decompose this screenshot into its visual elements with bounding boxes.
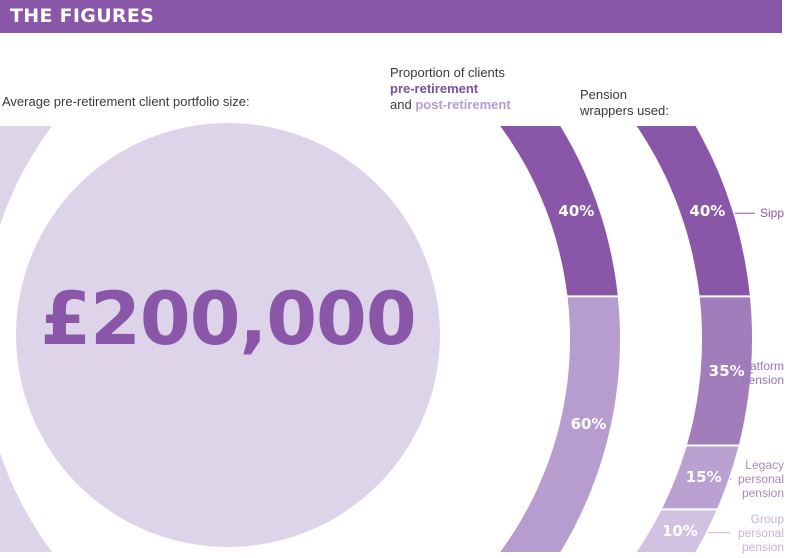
proportion-title-block: Proportion of clients pre-retirement and… bbox=[390, 65, 511, 113]
callout-label-line: pension bbox=[741, 539, 784, 554]
outer-crescent-decoration bbox=[0, 126, 52, 552]
proportion-segment-post-retirement bbox=[500, 297, 620, 552]
wrapper-callout-lines bbox=[708, 212, 755, 534]
portfolio-circle bbox=[16, 123, 440, 547]
wrapper-segment-sipp bbox=[636, 126, 750, 296]
page-title: THE FIGURES bbox=[10, 5, 155, 27]
wrappers-title-line1: Pension bbox=[580, 87, 627, 102]
wrappers-title-block: Pension wrappers used: bbox=[580, 87, 669, 119]
callout-label-line: Legacy bbox=[745, 458, 784, 473]
wrapper-pct-label-group-personal-pension: 10% bbox=[661, 521, 698, 540]
callout-label-line: personal bbox=[737, 472, 784, 487]
wrapper-pct-label-platform-pension: 35% bbox=[708, 361, 745, 380]
callout-label-line: pension bbox=[741, 372, 784, 387]
wrapper-pct-label-sipp: 40% bbox=[689, 202, 726, 221]
callout-label-line: Sipp bbox=[759, 206, 784, 221]
callout-label-line: Group bbox=[750, 511, 784, 526]
callout-label-group-personal-pension: Group personal pension bbox=[738, 512, 784, 554]
legend-and: and bbox=[390, 97, 412, 112]
callout-label-sipp: Sipp bbox=[760, 206, 784, 220]
wrapper-pct-label-legacy-personal-pension: 15% bbox=[685, 468, 722, 487]
callout-label-line: pension bbox=[741, 486, 784, 501]
legend-pre-retirement: pre-retirement bbox=[390, 81, 479, 96]
callout-label-legacy-personal-pension: Legacy personal pension bbox=[738, 458, 784, 500]
callout-label-platform-pension: Platform pension bbox=[739, 359, 784, 387]
header-bar: THE FIGURES bbox=[0, 0, 782, 33]
proportion-ring-chart bbox=[500, 126, 620, 552]
wrapper-segment-platform-pension bbox=[687, 297, 752, 445]
portfolio-label: Average pre-retirement client portfolio … bbox=[2, 94, 250, 109]
wrappers-title-line2: wrappers used: bbox=[580, 103, 669, 118]
proportion-segment-pre-retirement bbox=[500, 126, 618, 296]
portfolio-value: £200,000 bbox=[40, 277, 416, 362]
legend-post-retirement: post-retirement bbox=[415, 97, 511, 112]
wrapper-segment-legacy-personal-pension bbox=[662, 446, 739, 509]
callout-label-line: Platform bbox=[739, 358, 784, 373]
callout-label-line: personal bbox=[737, 525, 784, 540]
wrappers-ring-chart bbox=[636, 126, 752, 552]
wrapper-segment-group-personal-pension bbox=[636, 510, 717, 552]
proportion-title: Proportion of clients bbox=[390, 65, 505, 80]
proportion-pct-label-post-retirement: 60% bbox=[570, 415, 607, 434]
proportion-pct-label-pre-retirement: 40% bbox=[558, 202, 595, 221]
